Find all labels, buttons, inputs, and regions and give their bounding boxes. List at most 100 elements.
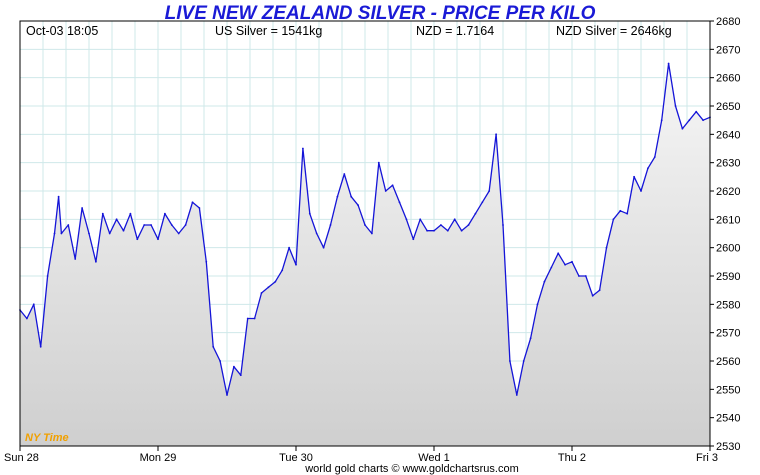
data-point bbox=[357, 204, 359, 207]
data-point bbox=[81, 207, 83, 209]
data-point bbox=[60, 232, 63, 235]
data-point bbox=[129, 212, 132, 215]
y-axis: 2530 2540 2550 2560 2570 2580 2590 2600 2610 2620… bbox=[710, 16, 740, 453]
data-point bbox=[32, 303, 35, 306]
data-point bbox=[640, 190, 642, 192]
y-tick-label: 2610 bbox=[716, 214, 740, 226]
data-point bbox=[522, 360, 525, 362]
data-point bbox=[246, 317, 249, 320]
data-point bbox=[136, 238, 139, 241]
y-tick-label: 2630 bbox=[716, 158, 740, 170]
data-point bbox=[578, 275, 580, 277]
y-tick-label: 2670 bbox=[716, 44, 740, 56]
data-point bbox=[467, 224, 470, 226]
data-point bbox=[46, 275, 49, 277]
data-point bbox=[315, 232, 318, 235]
price-line bbox=[19, 62, 711, 396]
data-point bbox=[295, 263, 297, 266]
data-point bbox=[205, 260, 208, 263]
y-tick-label: 2570 bbox=[716, 328, 740, 340]
data-point bbox=[681, 127, 684, 130]
price-area bbox=[20, 63, 710, 446]
data-point bbox=[660, 119, 663, 122]
data-point bbox=[253, 317, 256, 320]
data-point bbox=[605, 246, 608, 249]
data-point bbox=[26, 317, 28, 320]
data-point bbox=[219, 360, 222, 362]
data-point bbox=[164, 212, 166, 215]
x-tick-label: Tue 30 bbox=[279, 452, 313, 464]
x-tick-label: Thu 2 bbox=[558, 452, 586, 464]
x-tick-label: Sun 28 bbox=[4, 452, 39, 464]
x-tick-label: Wed 1 bbox=[418, 452, 450, 464]
header-nzd-silver: NZD Silver = 2646kg bbox=[556, 24, 672, 38]
data-point bbox=[412, 238, 415, 241]
data-point bbox=[405, 218, 408, 221]
data-point bbox=[391, 184, 394, 187]
data-point bbox=[53, 232, 56, 235]
data-point bbox=[543, 280, 546, 283]
data-point bbox=[612, 218, 615, 221]
data-point bbox=[108, 232, 111, 235]
y-tick-label: 2650 bbox=[716, 101, 740, 113]
data-point bbox=[460, 229, 463, 232]
data-point bbox=[481, 201, 484, 204]
data-point bbox=[329, 224, 332, 226]
data-point bbox=[453, 218, 456, 221]
data-point bbox=[150, 224, 153, 226]
data-point bbox=[122, 229, 125, 232]
data-point bbox=[695, 110, 698, 113]
data-point bbox=[598, 289, 601, 292]
y-tick-label: 2560 bbox=[716, 356, 740, 368]
data-point bbox=[371, 232, 373, 235]
data-point bbox=[564, 263, 566, 266]
data-point bbox=[274, 280, 277, 283]
y-tick-label: 2660 bbox=[716, 73, 740, 85]
y-tick-label: 2580 bbox=[716, 299, 740, 311]
credit-text: world gold charts © www.goldchartsrus.co… bbox=[304, 463, 519, 475]
data-point bbox=[674, 105, 677, 107]
data-point bbox=[502, 224, 504, 226]
data-point bbox=[536, 303, 539, 306]
data-point bbox=[281, 269, 284, 272]
data-point bbox=[488, 190, 491, 192]
data-point bbox=[591, 294, 594, 297]
data-point bbox=[364, 224, 366, 226]
header-datetime: Oct-03 18:05 bbox=[26, 24, 98, 38]
data-point bbox=[336, 195, 339, 198]
data-point bbox=[308, 212, 311, 215]
y-tick-label: 2550 bbox=[716, 384, 740, 396]
chart-title: LIVE NEW ZEALAND SILVER - PRICE PER KILO bbox=[165, 3, 596, 24]
y-tick-label: 2540 bbox=[716, 413, 740, 425]
y-tick-label: 2640 bbox=[716, 129, 740, 141]
data-point bbox=[74, 258, 77, 260]
data-point bbox=[626, 212, 629, 215]
y-tick-label: 2680 bbox=[716, 16, 740, 28]
data-point bbox=[67, 224, 70, 226]
data-point bbox=[515, 394, 518, 396]
data-point bbox=[350, 195, 353, 198]
data-point bbox=[702, 119, 704, 122]
data-point bbox=[571, 260, 573, 263]
data-point bbox=[550, 266, 553, 269]
data-point bbox=[184, 224, 187, 226]
data-point bbox=[95, 260, 97, 263]
data-point bbox=[115, 218, 118, 221]
y-tick-label: 2600 bbox=[716, 243, 740, 255]
data-point bbox=[495, 133, 497, 136]
header-nzd-rate: NZD = 1.7164 bbox=[416, 24, 494, 38]
data-point bbox=[433, 229, 435, 232]
data-point bbox=[398, 201, 401, 204]
data-point bbox=[322, 246, 325, 249]
data-point bbox=[529, 337, 532, 340]
timezone-label: NY Time bbox=[25, 432, 69, 444]
y-tick-label: 2620 bbox=[716, 186, 740, 198]
data-point bbox=[584, 275, 587, 277]
data-point bbox=[177, 232, 180, 235]
x-tick-label: Mon 29 bbox=[140, 452, 177, 464]
data-point bbox=[57, 195, 60, 198]
data-point bbox=[267, 286, 270, 289]
data-point bbox=[212, 345, 215, 348]
data-point bbox=[233, 365, 235, 368]
data-point bbox=[239, 374, 242, 377]
